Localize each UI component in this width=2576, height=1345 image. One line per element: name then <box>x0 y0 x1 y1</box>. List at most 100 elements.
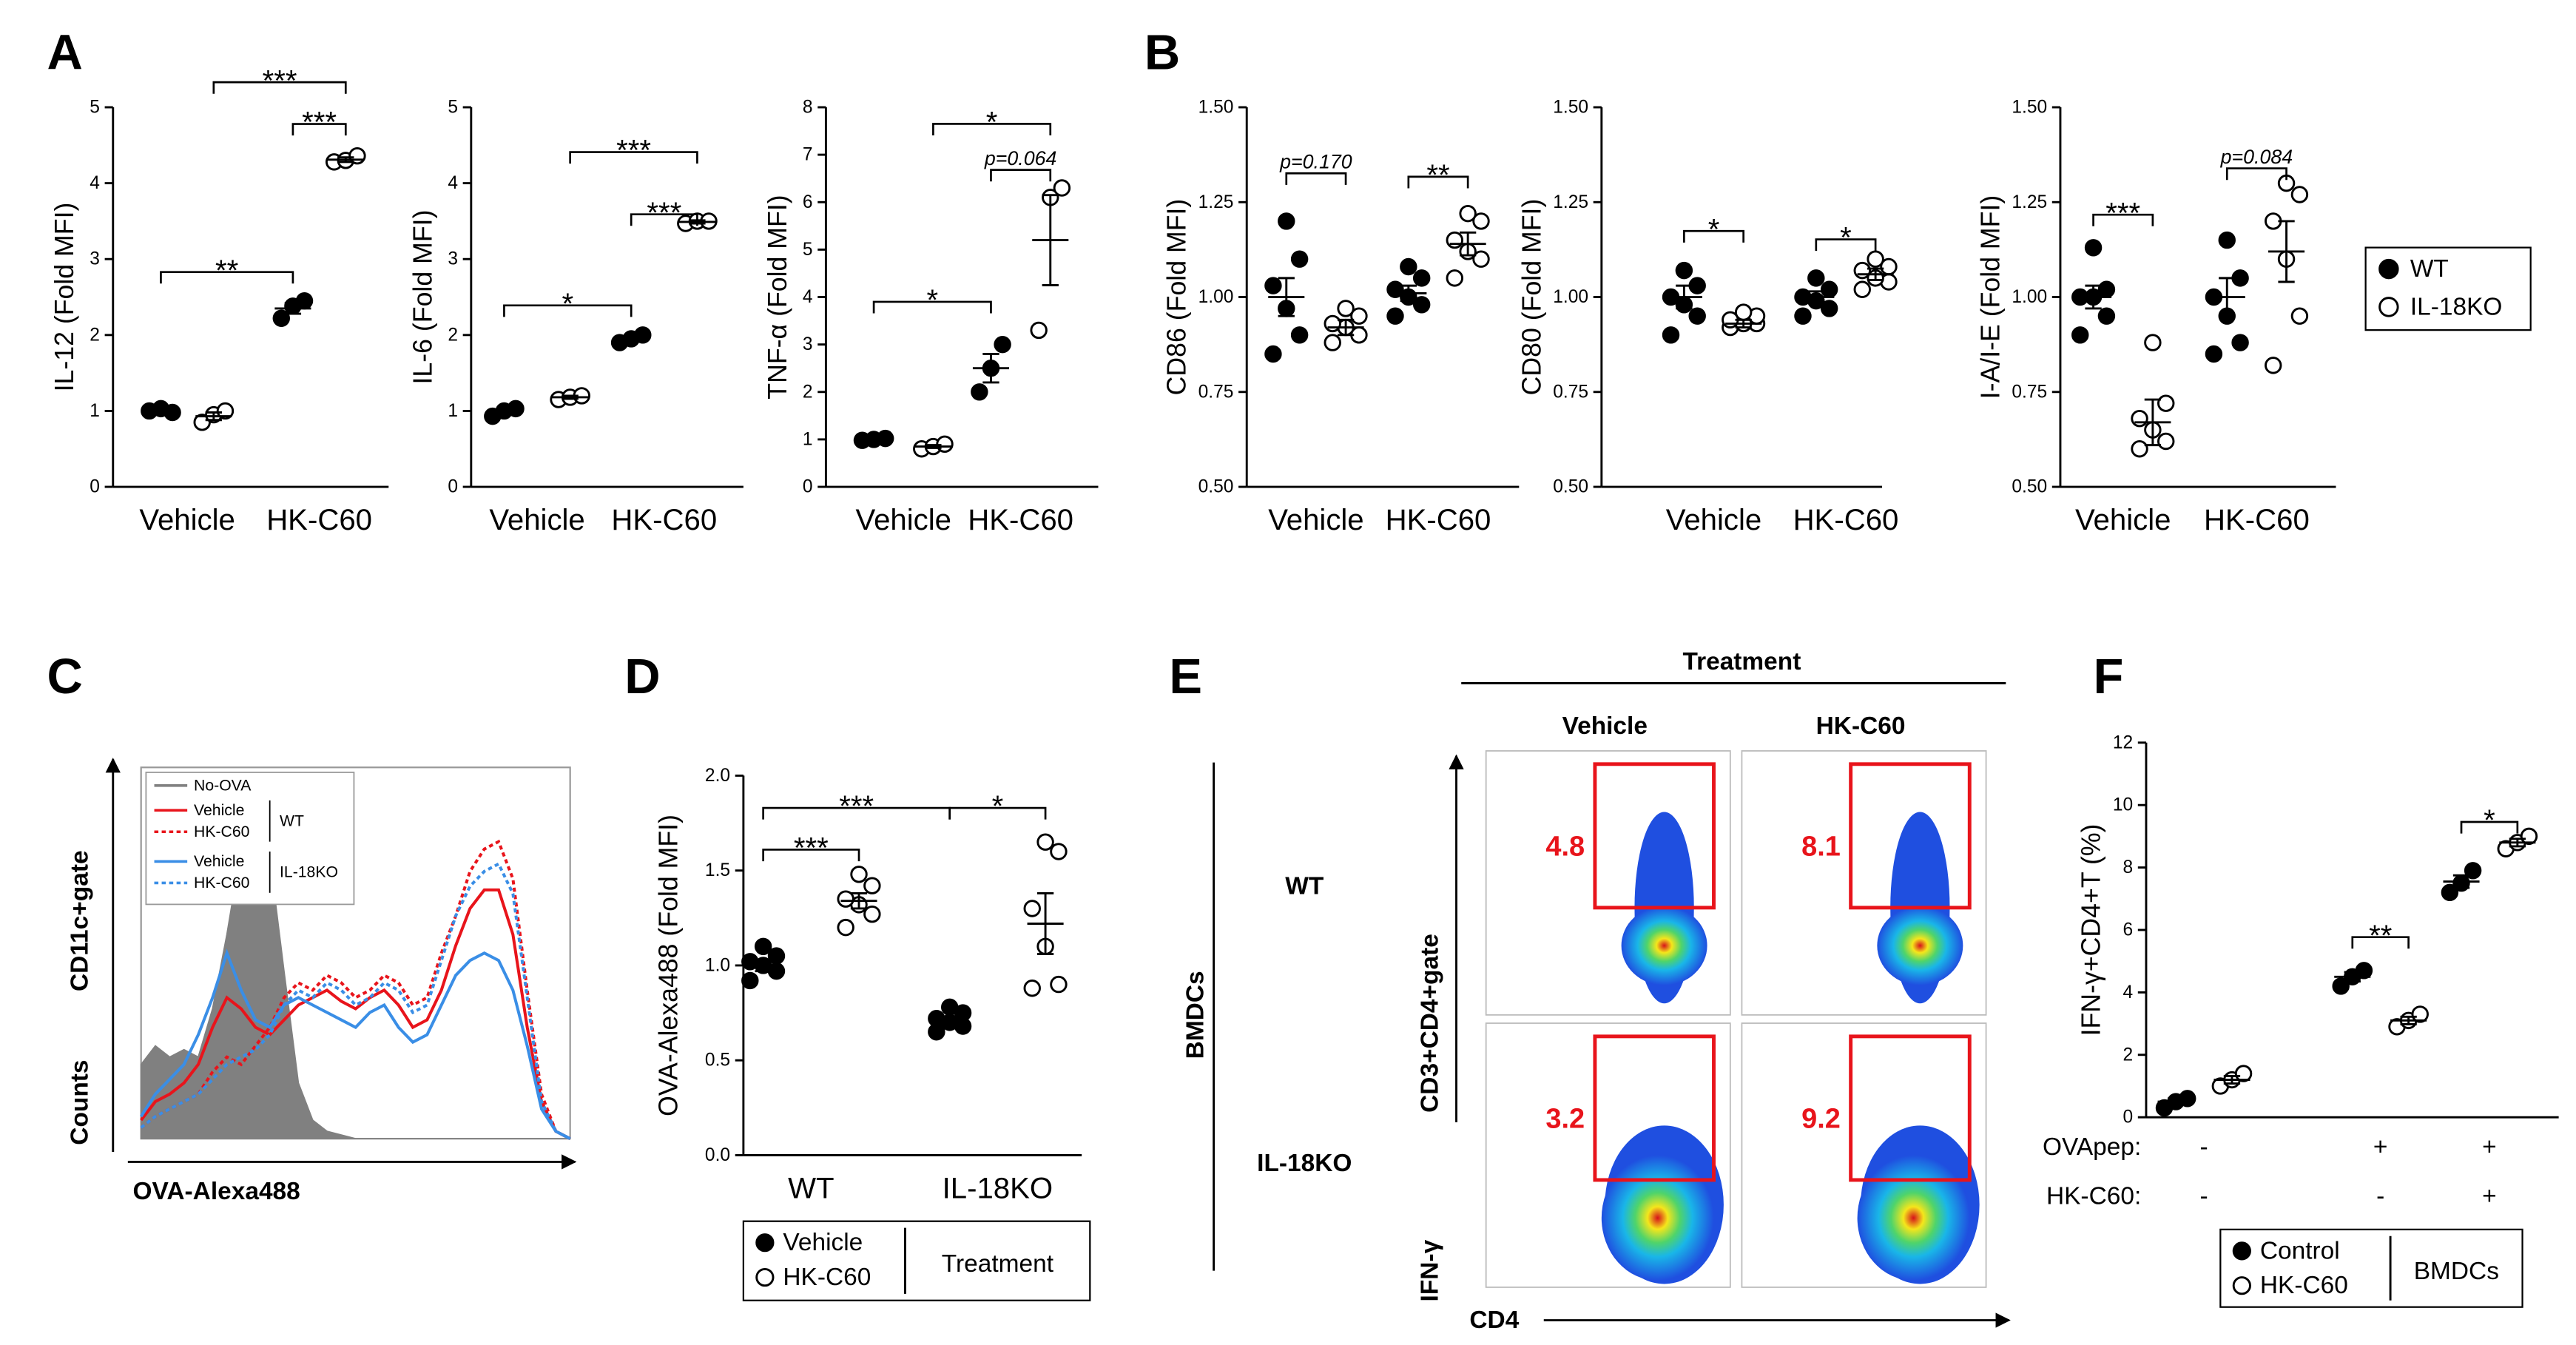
data-point <box>1386 307 1404 325</box>
y-tick-label: 1.00 <box>2012 287 2047 307</box>
data-point <box>1290 250 1309 268</box>
panel-label: D <box>624 649 660 704</box>
data-point <box>1867 250 1884 268</box>
data-point <box>2084 239 2103 257</box>
significance-label: p=0.084 <box>2220 146 2293 168</box>
data-point <box>1278 212 1295 230</box>
y-tick-label: 1 <box>803 429 813 449</box>
treatment-title: Treatment <box>1682 648 1801 675</box>
y-tick-label: 2 <box>803 382 813 402</box>
histogram-line <box>139 948 571 1140</box>
data-point <box>863 877 881 894</box>
legend-label: Control <box>2260 1237 2340 1264</box>
y-tick-label: 0 <box>2122 1108 2133 1127</box>
significance-bracket <box>1407 175 1469 189</box>
legend-symbol <box>2378 297 2399 317</box>
data-point <box>1412 296 1431 314</box>
data-point <box>1023 980 1041 997</box>
significance-label: * <box>1708 212 1720 246</box>
significance-bracket <box>948 806 1047 820</box>
y-tick-label: 4 <box>2122 982 2133 1002</box>
data-point <box>2097 307 2116 325</box>
data-point <box>1412 269 1431 287</box>
data-point <box>1688 307 1706 325</box>
y-tick-label: 0.75 <box>1553 382 1588 402</box>
legend-label: HK-C60 <box>194 823 249 840</box>
y-tick-label: 3 <box>90 249 100 269</box>
data-point <box>1337 300 1355 317</box>
data-point <box>2131 409 2148 428</box>
y-tick-label: 0.0 <box>705 1145 730 1165</box>
data-point <box>741 953 759 971</box>
y-tick-label: 5 <box>90 97 100 117</box>
y-tick-label: 3 <box>448 249 458 269</box>
data-point <box>1794 307 1812 325</box>
y-axis-label: IL-6 (Fold MFI) <box>408 210 437 385</box>
significance-bracket <box>2225 167 2287 181</box>
y-axis-label: CD80 (Fold MFI) <box>1517 199 1546 396</box>
data-point <box>1400 257 1417 276</box>
y-tick-label: 0 <box>448 477 458 497</box>
histogram-line <box>140 888 571 1140</box>
row-label: IL-18KO <box>1257 1150 1352 1177</box>
significance-bracket <box>503 304 633 317</box>
y-tick-label: 4 <box>90 173 100 193</box>
x-tick-label: HK-C60 <box>1386 503 1491 536</box>
y-tick-label: 6 <box>803 192 813 212</box>
data-point <box>837 918 854 937</box>
legend-label: No-OVA <box>194 777 252 794</box>
x-tick-label: HK-C60 <box>266 503 372 536</box>
y-tick-label: 4 <box>803 287 813 307</box>
significance-label: ** <box>215 254 238 287</box>
data-point <box>2205 345 2223 363</box>
data-point <box>1459 204 1477 223</box>
significance-label: * <box>926 283 938 317</box>
significance-label: p=0.170 <box>1279 151 1352 173</box>
y-tick-label: 8 <box>2122 857 2133 877</box>
legend-group-label: WT <box>280 812 304 829</box>
y-tick-label: 1.50 <box>1553 97 1588 117</box>
data-point <box>837 890 854 908</box>
legend-symbol <box>2378 258 2399 280</box>
data-point <box>1446 231 1464 249</box>
column-label: HK-C60 <box>1816 712 1906 740</box>
data-point <box>971 383 988 401</box>
significance-bracket <box>1815 238 1877 252</box>
y-tick-label: 8 <box>803 97 813 117</box>
x-tick-label: Vehicle <box>1666 503 1761 536</box>
y-tick-label: 3 <box>803 334 813 354</box>
data-point <box>2520 827 2538 846</box>
data-point <box>2097 280 2116 298</box>
gate <box>1849 1034 1972 1182</box>
data-point <box>2290 307 2309 325</box>
significance-bracket <box>990 169 1052 182</box>
significance-bracket <box>1683 229 1745 243</box>
legend-title: BMDCs <box>2414 1258 2499 1285</box>
y-axis-label: CD3+CD4+gate <box>1416 934 1443 1113</box>
gate-value: 3.2 <box>1545 1103 1585 1134</box>
data-point <box>1853 261 1871 280</box>
x-axis-label: OVA-Alexa488 <box>133 1178 300 1205</box>
data-point <box>2290 186 2309 203</box>
x-tick-label: Vehicle <box>856 503 951 536</box>
data-point <box>850 866 868 883</box>
y-tick-label: 0.75 <box>1198 382 1234 402</box>
significance-label: *** <box>616 134 651 167</box>
legend-symbol <box>755 1233 775 1253</box>
significance-bracket <box>569 151 698 164</box>
y-tick-label: 10 <box>2113 795 2133 815</box>
legend-symbol <box>755 1267 775 1287</box>
data-point <box>1290 326 1309 344</box>
data-point <box>1675 261 1693 280</box>
data-point <box>863 905 881 923</box>
gate <box>1593 1034 1716 1182</box>
y-tick-label: 1.0 <box>705 955 730 975</box>
data-point <box>2218 231 2236 249</box>
y-axis-label: TNF-α (Fold MFI) <box>763 195 792 399</box>
significance-label: p=0.064 <box>984 147 1056 169</box>
y-tick-label: 12 <box>2113 732 2133 752</box>
data-point <box>1023 900 1041 917</box>
y-tick-label: 1 <box>448 401 458 421</box>
x-tick-label: WT <box>788 1172 834 1205</box>
density-plot <box>1877 906 1963 985</box>
